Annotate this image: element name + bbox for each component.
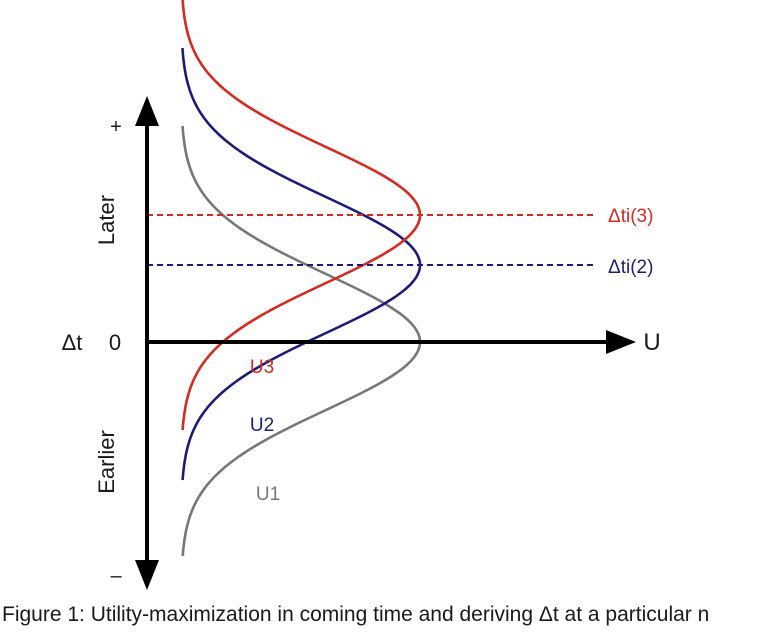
curve-label-u1: U1 xyxy=(256,484,280,505)
figure-caption: Figure 1: Utility-maximization in coming… xyxy=(2,603,710,626)
later-label: Later xyxy=(94,195,119,245)
utility-time-diagram: + – Later Earlier Δt 0 U Δti(3) Δti(2) U… xyxy=(62,0,661,590)
origin-label: 0 xyxy=(109,330,121,355)
bottom-sign: – xyxy=(110,565,122,587)
optimum-label-2: Δti(2) xyxy=(608,257,653,278)
utility-axis-label: U xyxy=(643,329,660,356)
curve-label-u2: U2 xyxy=(250,415,274,436)
axis-arrow-down xyxy=(135,560,159,590)
optimum-label-3: Δti(3) xyxy=(608,206,653,227)
earlier-label: Earlier xyxy=(94,430,119,494)
top-sign: + xyxy=(110,116,122,138)
axis-arrow-right xyxy=(606,330,636,354)
curve-label-u3: U3 xyxy=(250,357,274,378)
axis-arrow-up xyxy=(135,96,159,126)
delta-t-label: Δt xyxy=(62,330,83,355)
